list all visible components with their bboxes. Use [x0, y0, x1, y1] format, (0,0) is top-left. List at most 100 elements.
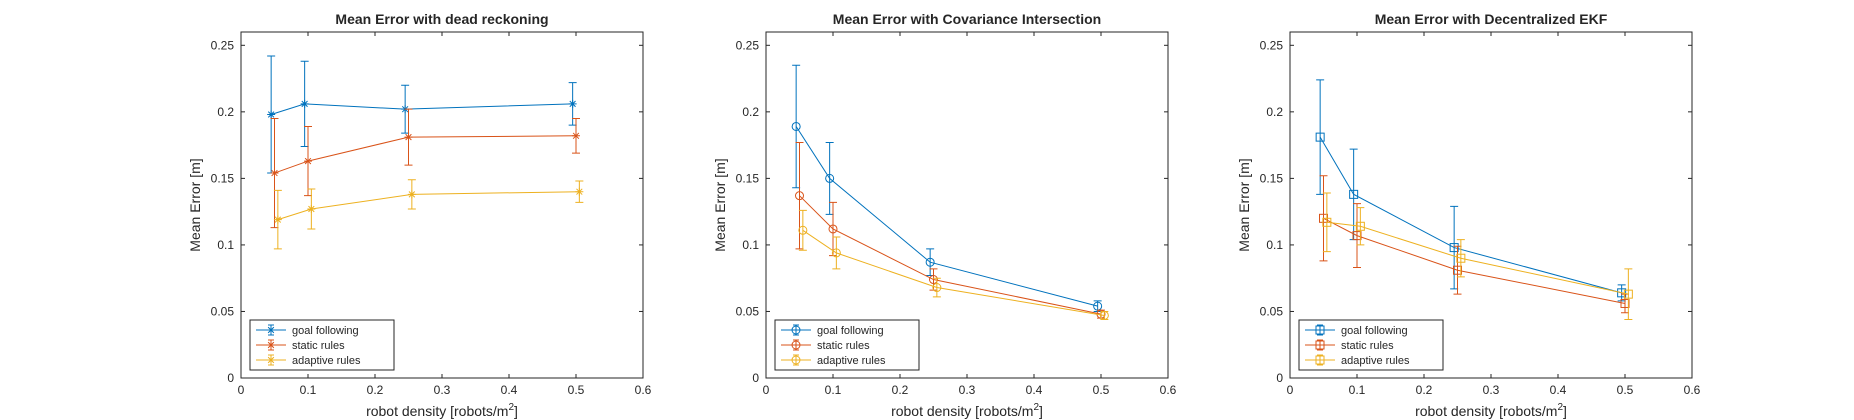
data-point	[828, 224, 838, 234]
data-point	[791, 121, 801, 131]
error-bar	[1353, 203, 1361, 269]
legend-entry: goal following	[1305, 324, 1408, 337]
legend-label: goal following	[817, 325, 884, 337]
x-axis-label-superscript: 2	[1557, 402, 1563, 413]
chart-title: Mean Error with Decentralized EKF	[1375, 11, 1608, 27]
chart-title: Mean Error with Covariance Intersection	[833, 11, 1101, 27]
error-bar	[1624, 268, 1633, 320]
legend-entry: adaptive rules	[781, 354, 886, 367]
data-point	[572, 131, 580, 140]
x-tick-label: 0.4	[1550, 383, 1567, 397]
series-static-rules	[1319, 175, 1630, 314]
data-point	[1352, 231, 1362, 241]
series-line	[270, 103, 573, 115]
y-tick-label: 0.1	[1266, 238, 1283, 252]
y-tick-label: 0.05	[1260, 304, 1284, 318]
error-bar	[1356, 207, 1365, 246]
data-point	[1099, 310, 1109, 320]
legend: goal following static rules adaptive rules	[774, 319, 920, 371]
x-tick-label: 0.6	[1684, 383, 1701, 397]
series-goal-following	[791, 64, 1103, 312]
series-line	[799, 195, 1102, 315]
legend-marker-swatch	[791, 355, 801, 365]
y-tick-label: 0.25	[211, 38, 235, 52]
x-axis-label-main: robot density [robots/m	[366, 403, 508, 419]
chart-panel-1: 0 0.1 0.2 0.3 0.4 0.5 0.6 0 0.05 0.1 0.15 0.2 0.25 Me…	[187, 11, 652, 419]
legend-label: adaptive rules	[1341, 355, 1410, 367]
series-line	[274, 135, 577, 174]
x-tick-label: 0.2	[367, 383, 384, 397]
y-tick-label: 0.15	[211, 171, 235, 185]
legend: goal following static rules adaptive rules	[249, 319, 395, 371]
x-tick-label: 0.2	[1416, 383, 1433, 397]
data-point	[795, 191, 804, 201]
y-tick-label: 0	[752, 371, 759, 385]
x-tick-label: 0.1	[825, 383, 842, 397]
legend-entry: static rules	[256, 339, 345, 352]
x-axis-label-superscript: 2	[1033, 402, 1039, 413]
x-tick-label: 0.3	[959, 383, 976, 397]
legend-entry: goal following	[781, 324, 884, 337]
x-axis-label-end: ]	[514, 403, 518, 419]
x-axis-label-main: robot density [robots/m	[1415, 403, 1557, 419]
data-point	[925, 257, 935, 267]
error-bar	[932, 277, 941, 298]
data-point	[1456, 253, 1466, 263]
legend-marker-swatch	[267, 326, 275, 334]
x-tick-label: 0	[238, 383, 245, 397]
x-axis-label-end: ]	[1563, 403, 1567, 419]
y-tick-label: 0.15	[1260, 171, 1284, 185]
legend-errorbar-swatch	[793, 339, 799, 351]
error-bar	[1450, 205, 1459, 290]
error-bar	[832, 236, 841, 270]
legend-marker-swatch	[791, 325, 801, 335]
x-axis-label: robot density [robots/m2]	[1415, 402, 1567, 419]
series-line	[1319, 136, 1622, 294]
x-tick-label: 0.4	[1026, 383, 1043, 397]
series-static-rules	[270, 108, 580, 229]
x-tick-label: 0	[1287, 383, 1294, 397]
error-bar	[1322, 192, 1331, 253]
x-tick-label: 0.3	[1483, 383, 1500, 397]
data-point	[1349, 189, 1359, 199]
data-point	[407, 190, 416, 199]
series-line	[1326, 221, 1629, 295]
y-tick-label: 0.1	[217, 238, 234, 252]
legend-entry: adaptive rules	[256, 354, 361, 367]
data-point	[929, 275, 938, 285]
data-point	[267, 110, 276, 119]
x-axis-label: robot density [robots/m2]	[891, 402, 1043, 419]
y-tick-label: 0.05	[211, 304, 235, 318]
y-tick-label: 0.25	[1260, 38, 1284, 52]
legend-errorbar-swatch	[1317, 339, 1323, 351]
series-line	[277, 191, 580, 221]
series-adaptive-rules	[273, 179, 584, 250]
x-axis-label-main: robot density [robots/m	[891, 403, 1033, 419]
legend-label: static rules	[817, 340, 870, 352]
x-tick-label: 0.1	[300, 383, 317, 397]
x-tick-label: 0.6	[1160, 383, 1177, 397]
data-point	[270, 169, 279, 178]
data-point	[1322, 217, 1332, 227]
legend-marker-swatch	[1315, 340, 1325, 350]
legend-label: goal following	[1341, 325, 1408, 337]
legend-marker-swatch	[267, 341, 275, 349]
legend: goal following static rules adaptive rules	[1298, 319, 1444, 371]
data-point	[831, 248, 841, 258]
data-point	[300, 99, 309, 108]
series-adaptive-rules	[798, 209, 1109, 320]
error-bar	[792, 64, 801, 189]
x-tick-label: 0.5	[1093, 383, 1110, 397]
legend-marker-swatch	[267, 356, 275, 364]
legend-label: adaptive rules	[817, 355, 886, 367]
y-tick-label: 0	[227, 371, 234, 385]
legend-errorbar-swatch	[793, 354, 799, 366]
legend-marker-swatch	[1315, 325, 1325, 335]
series-adaptive-rules	[1322, 192, 1633, 320]
data-point	[273, 215, 282, 224]
x-tick-label: 0.3	[434, 383, 451, 397]
chart-panel-2: 0 0.1 0.2 0.3 0.4 0.5 0.6 0 0.05 0.1 0.15 0.2 0.25 Me…	[712, 11, 1177, 419]
y-axis-label: Mean Error [m]	[187, 158, 203, 251]
x-axis-label-end: ]	[1039, 403, 1043, 419]
